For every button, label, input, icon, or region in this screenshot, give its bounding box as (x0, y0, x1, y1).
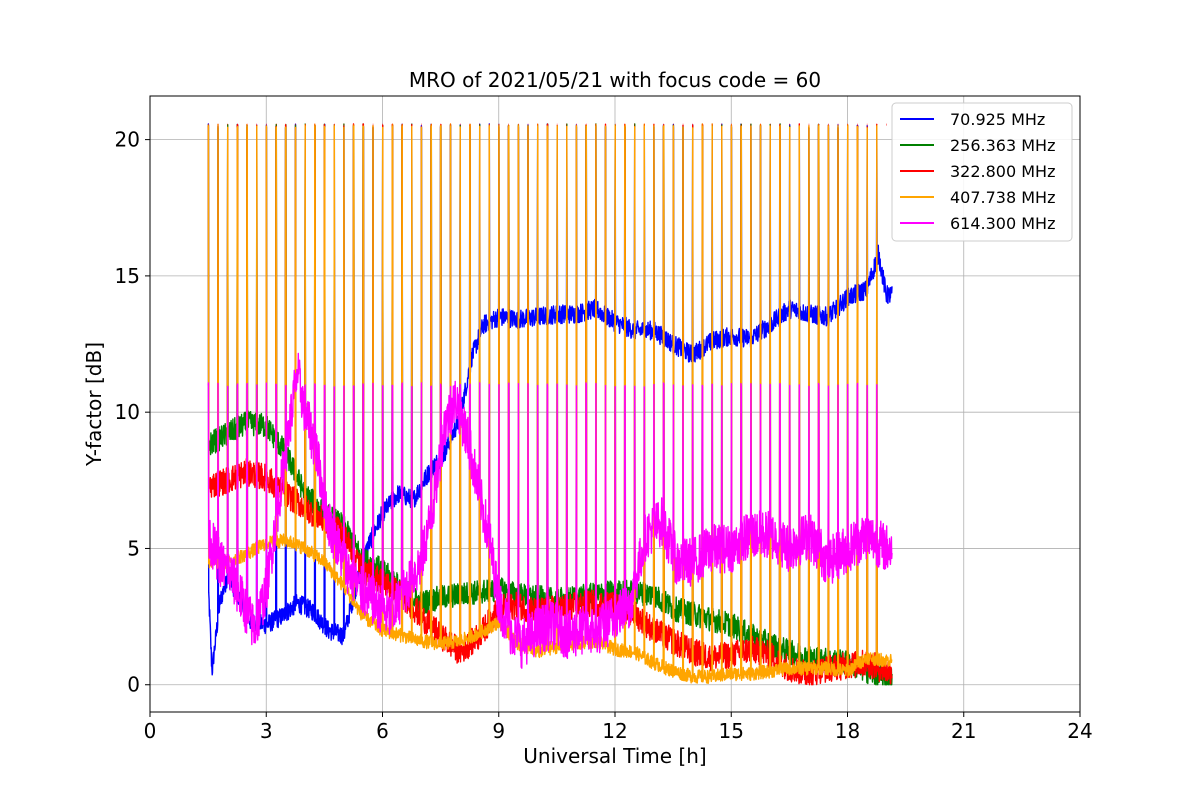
chart-title: MRO of 2021/05/21 with focus code = 60 (409, 68, 821, 92)
series-line-0 (207, 123, 893, 676)
y-tick-label: 20 (115, 128, 140, 152)
series-line-4 (207, 352, 893, 669)
y-tick-label: 10 (115, 400, 140, 424)
x-tick-label: 12 (602, 719, 627, 743)
series-line-3 (207, 123, 893, 685)
x-tick-label: 18 (835, 719, 860, 743)
x-tick-label: 21 (951, 719, 976, 743)
legend: 70.925 MHz 256.363 MHz 322.800 MHz 407.738 … (891, 102, 1073, 242)
x-axis-label: Universal Time [h] (523, 744, 706, 768)
legend-entry: 322.800 MHz (950, 162, 1055, 181)
legend-entry: 407.738 MHz (950, 188, 1055, 207)
y-tick-label: 5 (127, 536, 140, 560)
legend-entry: 70.925 MHz (950, 110, 1045, 129)
x-tick-label: 0 (144, 719, 157, 743)
y-tick-label: 15 (115, 264, 140, 288)
x-tick-label: 15 (719, 719, 744, 743)
y-tick-label: 0 (127, 673, 140, 697)
x-tick-label: 9 (492, 719, 505, 743)
x-tick-label: 3 (260, 719, 273, 743)
ticks: 0 3 6 9 12 15 18 21 24 0 5 10 15 20 (115, 128, 1093, 743)
legend-entry: 614.300 MHz (950, 214, 1055, 233)
y-axis-label: Y-factor [dB] (82, 342, 106, 467)
x-tick-label: 6 (376, 719, 389, 743)
x-tick-label: 24 (1067, 719, 1092, 743)
legend-box (891, 102, 1073, 242)
series-layer (207, 123, 893, 686)
legend-entry: 256.363 MHz (950, 136, 1055, 155)
